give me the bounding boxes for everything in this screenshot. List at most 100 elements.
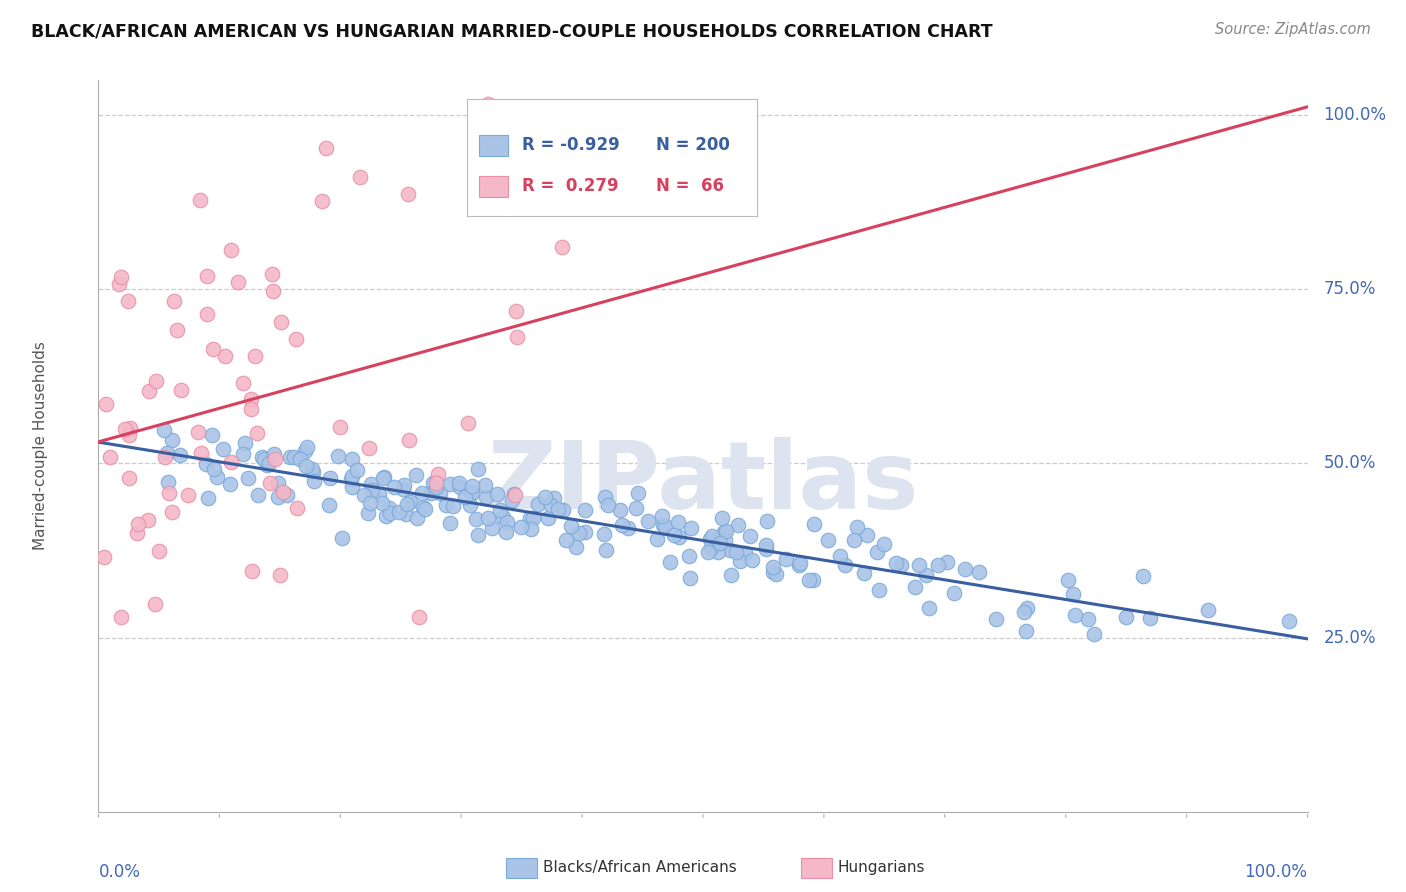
Point	[153, 423, 176, 437]
Point	[311, 194, 333, 208]
Point	[190, 446, 212, 460]
Text: 100.0%: 100.0%	[1244, 863, 1308, 881]
Point	[94, 397, 117, 411]
Point	[405, 511, 427, 525]
Point	[278, 450, 301, 464]
Point	[817, 533, 839, 548]
Point	[411, 486, 433, 500]
Point	[755, 538, 778, 552]
Point	[368, 487, 391, 501]
Point	[395, 497, 418, 511]
Point	[560, 519, 582, 533]
Point	[1056, 573, 1078, 587]
Point	[727, 517, 749, 532]
Point	[157, 486, 180, 500]
Point	[283, 450, 305, 465]
Point	[340, 452, 363, 467]
Point	[1062, 586, 1084, 600]
Point	[707, 545, 730, 559]
Point	[449, 480, 471, 494]
Point	[201, 428, 224, 442]
Point	[373, 470, 395, 484]
Point	[202, 462, 225, 476]
Point	[160, 433, 183, 447]
Text: Source: ZipAtlas.com: Source: ZipAtlas.com	[1215, 22, 1371, 37]
Point	[246, 487, 269, 501]
Point	[243, 349, 266, 363]
Point	[1197, 603, 1219, 617]
Point	[425, 475, 447, 490]
Point	[789, 558, 811, 573]
Point	[509, 520, 531, 534]
Point	[394, 477, 416, 491]
Point	[426, 467, 449, 481]
Point	[238, 470, 260, 484]
Point	[917, 600, 939, 615]
Point	[263, 447, 285, 461]
Text: ZIPatlas: ZIPatlas	[488, 436, 918, 529]
Point	[1132, 568, 1154, 582]
Point	[801, 574, 824, 588]
Point	[449, 476, 471, 491]
Point	[349, 170, 371, 185]
Point	[162, 505, 184, 519]
Point	[398, 433, 420, 447]
Point	[391, 482, 413, 496]
Point	[465, 512, 488, 526]
Point	[302, 474, 325, 488]
Point	[467, 461, 489, 475]
Point	[405, 468, 427, 483]
Point	[425, 480, 447, 494]
Text: 50.0%: 50.0%	[1323, 454, 1375, 473]
Point	[714, 533, 737, 547]
Point	[120, 421, 142, 435]
Point	[93, 549, 115, 564]
Point	[201, 342, 224, 356]
Point	[845, 519, 868, 533]
Point	[803, 517, 825, 532]
Point	[730, 554, 752, 568]
Point	[118, 428, 141, 442]
Point	[214, 350, 236, 364]
Point	[145, 374, 167, 388]
Point	[460, 484, 482, 499]
Point	[700, 541, 723, 555]
Point	[853, 566, 876, 580]
Point	[1278, 615, 1301, 629]
Point	[659, 555, 682, 569]
Point	[346, 463, 368, 477]
Point	[353, 488, 375, 502]
Point	[371, 496, 394, 510]
Point	[477, 511, 499, 525]
Point	[775, 551, 797, 566]
Point	[253, 452, 276, 467]
Point	[617, 521, 640, 535]
Point	[319, 471, 342, 485]
Point	[574, 524, 596, 539]
Point	[489, 503, 512, 517]
Point	[360, 477, 382, 491]
Point	[678, 549, 700, 563]
Point	[908, 558, 931, 572]
Point	[461, 485, 484, 500]
Point	[422, 476, 444, 491]
Point	[555, 533, 578, 547]
Point	[593, 527, 616, 541]
Point	[1015, 601, 1038, 615]
Point	[720, 567, 742, 582]
Point	[969, 566, 991, 580]
Point	[505, 303, 527, 318]
Point	[1115, 610, 1137, 624]
Point	[734, 546, 756, 560]
Text: Married-couple Households: Married-couple Households	[32, 342, 48, 550]
Point	[326, 449, 349, 463]
Text: 100.0%: 100.0%	[1323, 106, 1386, 124]
Point	[460, 498, 482, 512]
Point	[170, 383, 193, 397]
Point	[610, 518, 633, 533]
Point	[505, 330, 527, 344]
Text: 75.0%: 75.0%	[1323, 280, 1375, 298]
Point	[218, 477, 240, 491]
Point	[207, 469, 229, 483]
Point	[1063, 607, 1085, 622]
